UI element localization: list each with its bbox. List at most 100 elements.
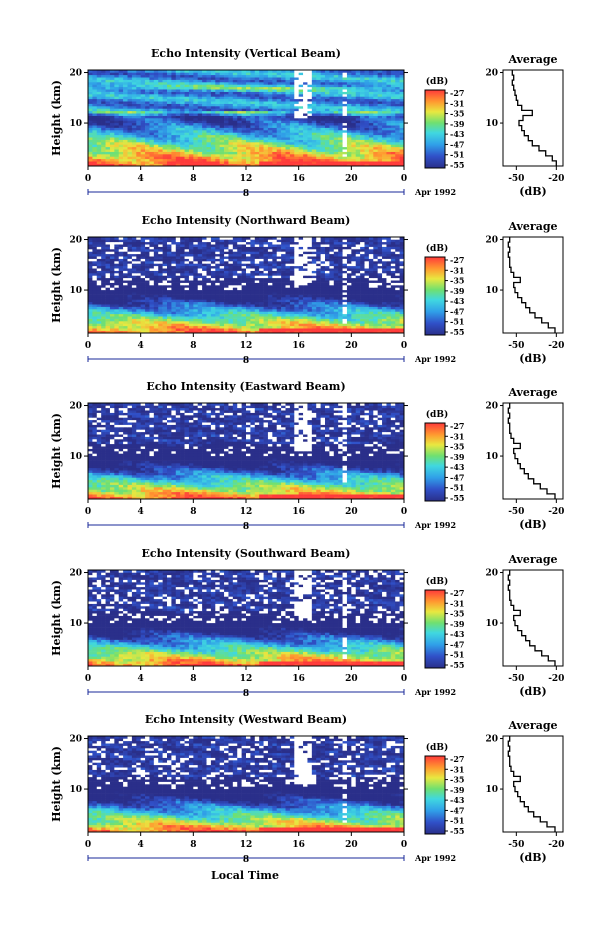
heatmap-cell (267, 125, 273, 128)
heatmap-cell (342, 156, 348, 160)
heatmap-cell (360, 127, 365, 131)
heatmap-cell (92, 275, 98, 279)
heatmap-cell (237, 113, 242, 116)
heatmap-cell (158, 316, 163, 319)
heatmap-cell (149, 118, 155, 121)
heatmap-cell (316, 149, 321, 152)
heatmap-cell (333, 84, 339, 88)
heatmap-cell (92, 132, 98, 136)
heatmap-cell (285, 113, 291, 116)
heatmap-cell (228, 137, 234, 140)
heatmap-cell (215, 263, 220, 267)
heatmap-cell (145, 108, 150, 112)
heatmap-cell (303, 125, 308, 128)
heatmap-cell (184, 74, 190, 78)
heatmap-cell (215, 297, 220, 300)
heatmap-cell (114, 106, 120, 109)
heatmap-cell (329, 118, 335, 121)
heatmap-cell (316, 103, 321, 107)
heatmap-cell (360, 118, 365, 121)
heatmap-cell (399, 113, 405, 116)
heatmap-cell (263, 318, 269, 322)
heatmap-cell (184, 316, 190, 319)
heatmap-cell (351, 287, 357, 291)
heatmap-cell (325, 89, 330, 92)
heatmap-cell (105, 79, 111, 83)
heatmap-cell (259, 156, 264, 160)
heatmap-cell (254, 301, 260, 305)
heatmap-cell (246, 313, 251, 317)
heatmap-cell (193, 82, 199, 85)
heatmap-cell (219, 299, 225, 303)
heatmap-cell (149, 144, 155, 148)
heatmap-cell (303, 285, 308, 288)
heatmap-cell (346, 325, 352, 329)
heatmap-cell (241, 299, 247, 303)
heatmap-cell (118, 325, 124, 329)
heatmap-cell (342, 311, 348, 315)
heatmap-cell (145, 263, 150, 267)
heatmap-cell (289, 330, 295, 334)
heatmap-cell (232, 91, 238, 95)
heatmap-cell (368, 287, 374, 291)
heatmap-cell (105, 304, 111, 307)
heatmap-cell (180, 161, 185, 164)
heatmap-cell (210, 77, 216, 80)
heatmap-cell (162, 285, 168, 288)
heatmap-cell (140, 98, 146, 102)
heatmap-cell (158, 120, 163, 124)
heatmap-cell (180, 115, 185, 119)
heatmap-cell (298, 311, 304, 315)
heatmap-cell (281, 287, 286, 291)
heatmap-cell (228, 158, 234, 162)
heatmap-cell (342, 325, 348, 329)
heatmap-cell (342, 106, 348, 109)
heatmap-cell (272, 70, 278, 73)
heatmap-cell (118, 304, 124, 307)
heatmap-cell (149, 127, 155, 131)
heatmap-cell (360, 120, 365, 124)
heatmap-cell (92, 139, 98, 143)
heatmap-cell (118, 270, 124, 274)
heatmap-cell (272, 127, 278, 131)
heatmap-cell (320, 158, 326, 162)
heatmap-cell (140, 137, 146, 140)
heatmap-cell (342, 149, 348, 152)
heatmap-cell (351, 113, 357, 116)
heatmap-cell (386, 325, 392, 329)
heatmap-cell (202, 273, 207, 276)
heatmap-cell (338, 101, 343, 104)
heatmap-cell (175, 289, 181, 293)
heatmap-cell (101, 96, 106, 100)
heatmap-cell (127, 70, 133, 73)
heatmap-cell (140, 325, 146, 329)
heatmap-cell (206, 304, 212, 307)
heatmap-cell (224, 270, 229, 274)
heatmap-cell (241, 118, 247, 121)
heatmap-cell (158, 318, 163, 322)
heatmap-cell (333, 79, 339, 83)
heatmap-cell (149, 94, 155, 97)
heatmap-cell (114, 86, 120, 90)
heatmap-cell (202, 287, 207, 291)
heatmap-cell (382, 149, 387, 152)
heatmap-cell (101, 84, 106, 88)
heatmap-cell (131, 325, 137, 329)
heatmap-cell (333, 270, 339, 274)
heatmap-cell (184, 144, 190, 148)
heatmap-cell (175, 313, 181, 317)
heatmap-cell (355, 91, 361, 95)
heatmap-cell (333, 325, 339, 329)
heatmap-cell (158, 270, 163, 274)
heatmap-cell (373, 86, 378, 90)
heatmap-cell (140, 82, 146, 85)
heatmap-cell (285, 94, 291, 97)
heatmap-cell (316, 265, 321, 269)
heatmap-cell (285, 146, 291, 150)
heatmap-cell (237, 139, 242, 143)
heatmap-cell (316, 113, 321, 116)
heatmap-cell (219, 125, 225, 128)
heatmap-cell (241, 268, 247, 271)
heatmap-cell (377, 113, 383, 116)
heatmap-cell (267, 84, 273, 88)
